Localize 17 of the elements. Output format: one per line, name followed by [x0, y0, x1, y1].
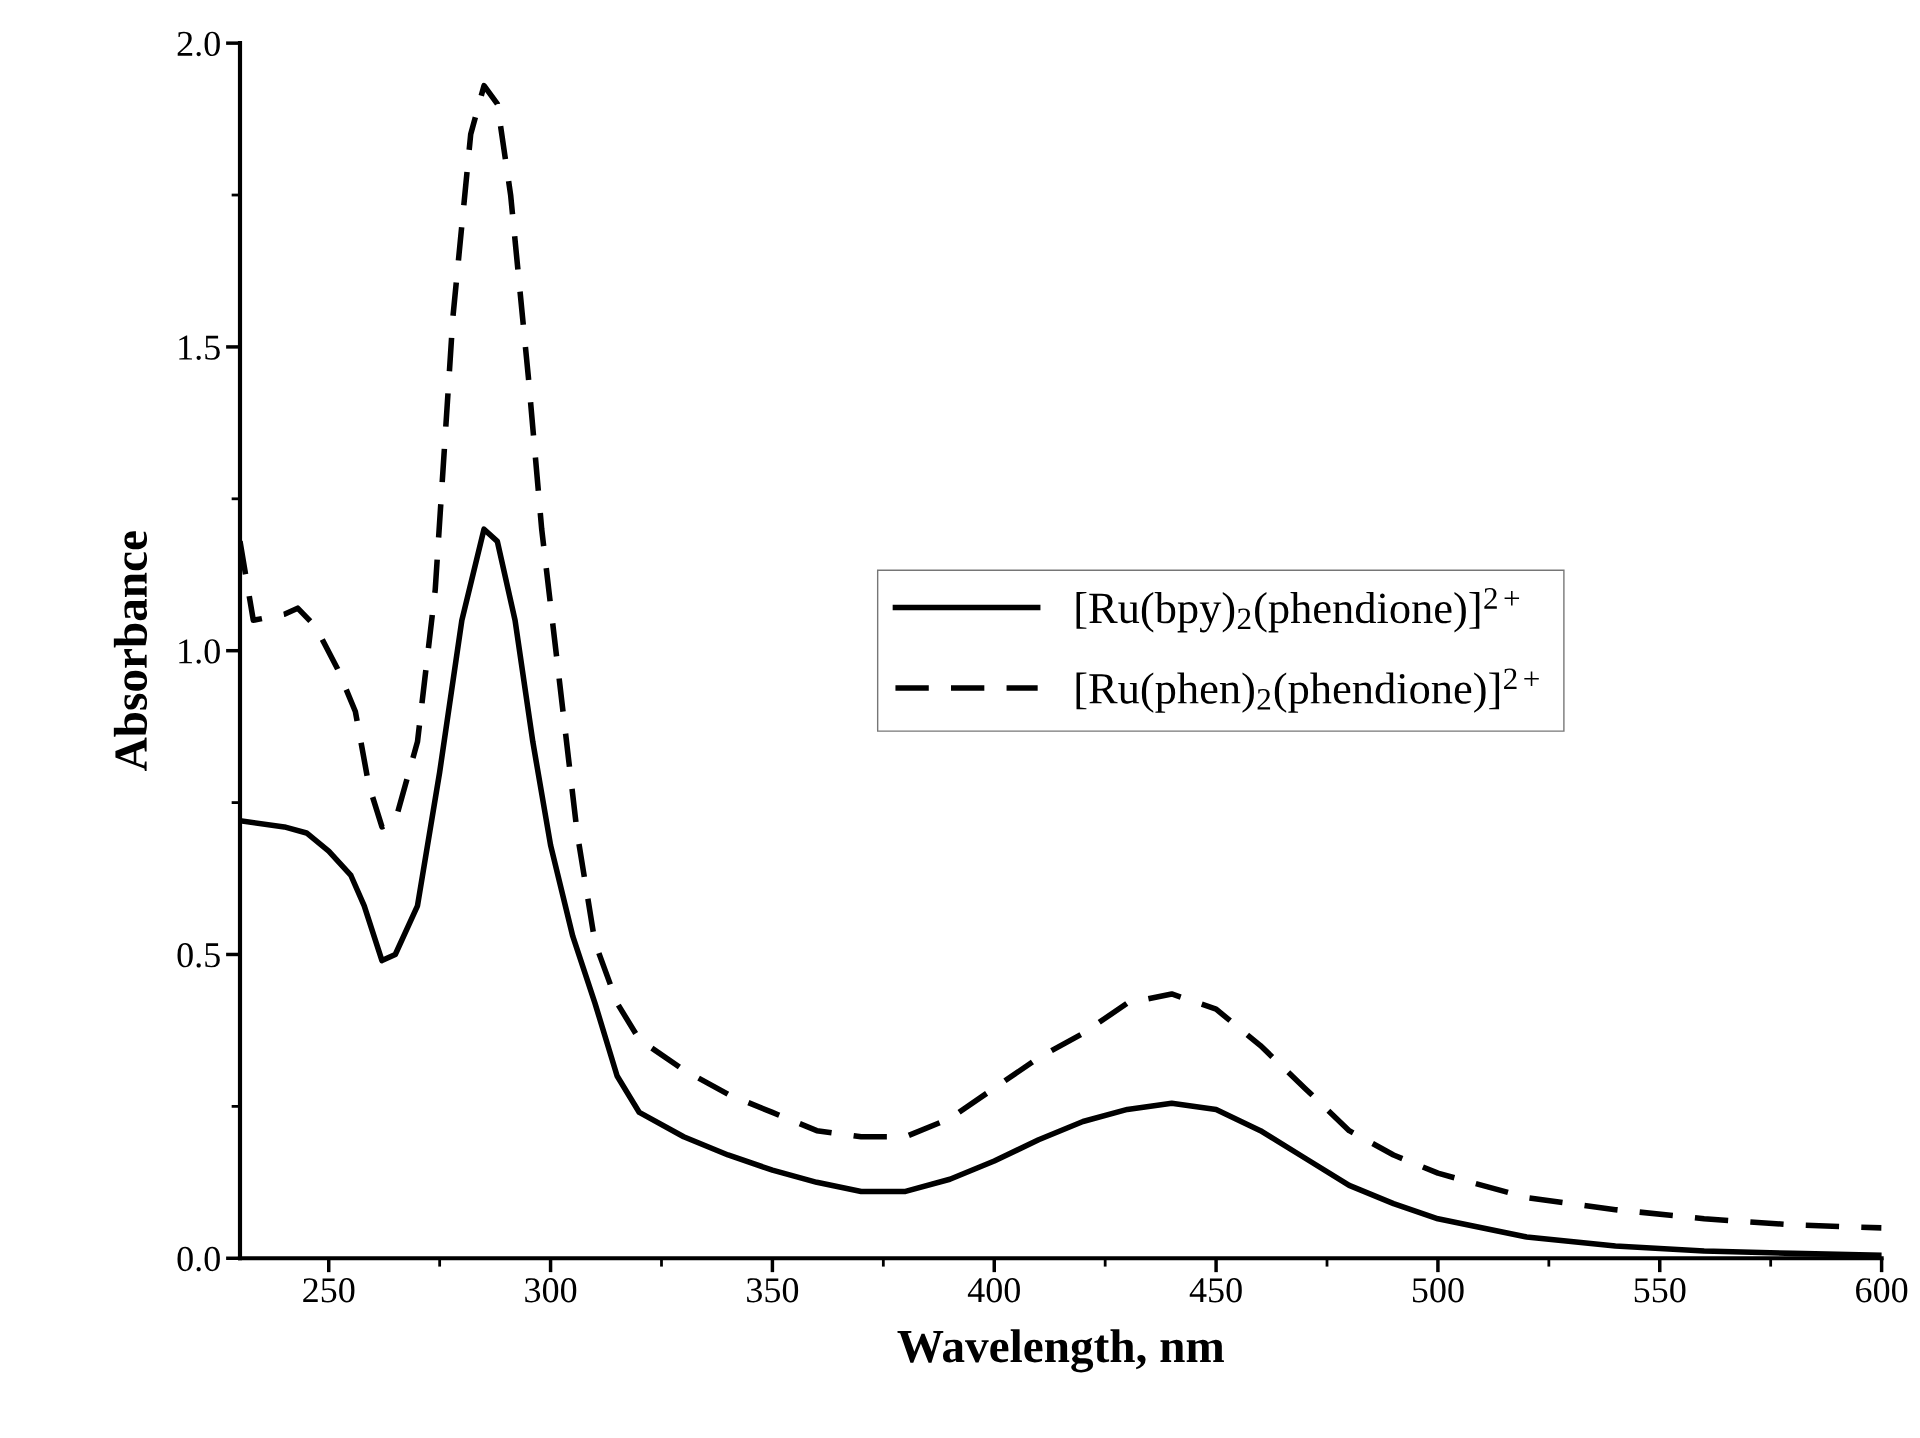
- legend-label: [Ru(bpy)$_{2}$(phendione)]$^{2+}$: [1076, 588, 1520, 633]
- x-tick-label: 450: [1189, 1278, 1242, 1303]
- x-tick-label: 400: [967, 1278, 1020, 1303]
- x-tick-label: 250: [303, 1278, 355, 1303]
- x-tick-label: 550: [1634, 1278, 1686, 1303]
- y-axis-title: Absorbance: [113, 531, 148, 771]
- y-tick-label: 1.0: [179, 639, 220, 664]
- x-tick-label: 500: [1412, 1278, 1464, 1303]
- x-tick-label: 600: [1856, 1278, 1908, 1303]
- x-tick-label: 300: [525, 1278, 577, 1303]
- y-tick-label: 0.5: [177, 942, 220, 968]
- x-tick-label: 350: [747, 1278, 799, 1303]
- legend-label: [Ru(phen)$_{2}$(phendione)]$^{2+}$: [1076, 668, 1539, 713]
- y-tick-label: 1.5: [179, 335, 220, 360]
- y-tick-label: 2.0: [177, 31, 220, 57]
- x-axis-title: Wavelength, nm: [897, 1329, 1224, 1373]
- y-tick-label: 0.0: [177, 1246, 220, 1272]
